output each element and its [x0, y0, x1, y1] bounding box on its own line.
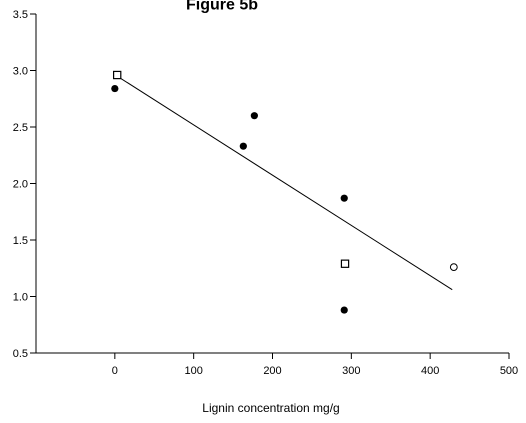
- y-tick-label: 1.5: [13, 235, 28, 247]
- data-point-filled-circle: [340, 306, 348, 314]
- data-point-open-square: [112, 70, 122, 80]
- y-tick-label: 2.5: [13, 122, 28, 134]
- ticks: 0 100 200 300 400 500 0.5 1.0 1.5 2.0 2.5 3.0 3.5: [13, 9, 518, 377]
- x-axis-label: Lignin concentration mg/g: [202, 401, 339, 415]
- data-point-filled-circle: [239, 142, 247, 150]
- plot-area: [35, 14, 509, 354]
- chart-title: Figure 5b: [186, 0, 258, 13]
- regression-line: [116, 75, 453, 291]
- x-tick-label: 500: [500, 365, 518, 377]
- y-tick-label: 3.5: [13, 9, 28, 21]
- data-point-filled-circle: [250, 112, 258, 120]
- x-tick-label: 400: [421, 365, 439, 377]
- y-tick-label: 2.0: [13, 179, 28, 191]
- x-tick-label: 300: [342, 365, 360, 377]
- y-tick-label: 3.0: [13, 66, 28, 78]
- x-tick-label: 0: [112, 365, 118, 377]
- y-tick-label: 0.5: [13, 348, 28, 360]
- data-point-filled-circle: [340, 194, 348, 202]
- data-point-open-square: [340, 259, 350, 268]
- data-point-open-circle: [449, 263, 458, 272]
- data-point-filled-circle: [111, 84, 119, 93]
- x-tick-label: 200: [263, 365, 281, 377]
- marks: [111, 70, 458, 314]
- y-tick-label: 1.0: [13, 292, 28, 304]
- x-tick-label: 100: [184, 365, 202, 377]
